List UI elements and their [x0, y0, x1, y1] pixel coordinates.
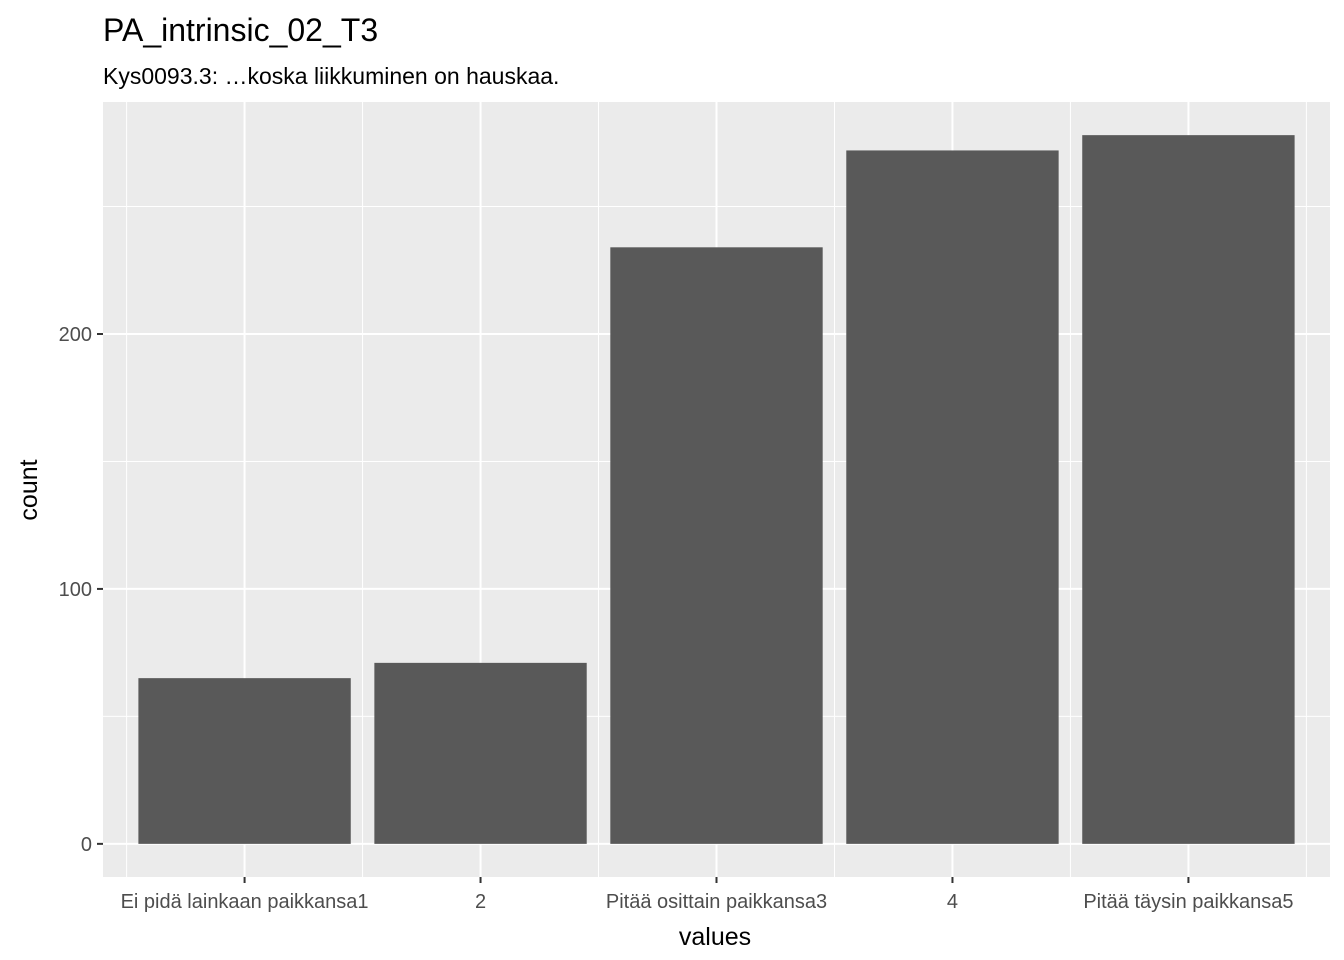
- y-tick-label: 100: [59, 579, 92, 601]
- x-tick-label: Pitää täysin paikkansa5: [1083, 891, 1293, 913]
- bar-1: [138, 678, 351, 844]
- bar-5: [1082, 135, 1295, 844]
- x-axis-title: values: [679, 923, 751, 951]
- x-tick-label: 2: [475, 891, 486, 913]
- x-tick-label: 4: [947, 891, 958, 913]
- x-tick-label: Pitää osittain paikkansa3: [606, 891, 827, 913]
- y-axis: 0 100 200: [59, 324, 103, 856]
- bars: [138, 135, 1295, 844]
- x-tick-label: Ei pidä lainkaan paikkansa1: [121, 891, 369, 913]
- chart-subtitle: Kys0093.3: …koska liikkuminen on hauskaa…: [103, 63, 559, 89]
- bar-4: [846, 150, 1059, 844]
- x-axis: Ei pidä lainkaan paikkansa1 2 Pitää ositta…: [121, 877, 1293, 913]
- y-tick-label: 200: [59, 324, 92, 346]
- bar-3: [610, 247, 823, 844]
- y-tick-label: 0: [81, 834, 92, 856]
- chart-title: PA_intrinsic_02_T3: [103, 12, 378, 48]
- y-axis-title: count: [15, 459, 43, 520]
- bar-2: [374, 662, 587, 844]
